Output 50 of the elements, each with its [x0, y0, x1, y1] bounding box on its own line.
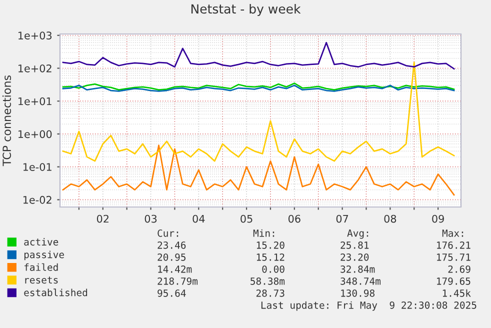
y-tick-label: 1e+02 — [18, 64, 52, 72]
text: 2.69 — [448, 265, 470, 273]
line-series — [62, 42, 455, 70]
text: 15.20 — [256, 241, 284, 249]
text: 176.21 — [437, 241, 470, 249]
legend-label: established — [24, 288, 88, 296]
x-tick-label: 04 — [192, 214, 205, 223]
text: 0.00 — [262, 265, 284, 273]
x-tick-label: 06 — [288, 214, 300, 223]
text: 1.45k — [442, 289, 471, 297]
y-tick-label: 1e+03 — [18, 32, 52, 40]
y-tick-label: 1e-02 — [23, 196, 52, 204]
y-tick-label: 1e+00 — [18, 130, 52, 138]
text: 348.74m — [340, 277, 381, 285]
x-tick-label: 09 — [432, 214, 444, 223]
text: 25.81 — [340, 241, 369, 249]
text: 179.65 — [437, 277, 470, 285]
line-series — [62, 62, 455, 162]
text: 130.98 — [341, 289, 374, 297]
legend-label: active — [24, 238, 58, 246]
x-tick-label: 05 — [240, 214, 252, 223]
text: 20.95 — [158, 253, 186, 261]
x-tick-label: 03 — [144, 214, 157, 223]
y-tick-label: 1e-01 — [23, 163, 52, 171]
text: Avg: — [347, 230, 368, 239]
text: Cur: — [158, 229, 178, 237]
line-series — [62, 144, 455, 196]
x-tick-label: 08 — [384, 214, 396, 223]
text: 14.42m — [158, 265, 192, 273]
text: 23.20 — [340, 253, 369, 261]
x-tick-label: 07 — [336, 214, 348, 223]
text: 23.46 — [158, 241, 186, 249]
legend-label: passive — [24, 250, 64, 260]
legend-label: failed — [24, 263, 58, 271]
text: 15.12 — [256, 253, 284, 261]
text: 32.84m — [340, 265, 375, 273]
text: Min: — [253, 229, 274, 237]
chart-title: Netstat - by week — [191, 4, 301, 16]
text: 58.38m — [250, 277, 285, 285]
text: Last update: Fri May 9 22:30:08 2025 — [261, 301, 476, 311]
text: 28.73 — [256, 289, 284, 297]
text: 175.71 — [437, 254, 470, 261]
text: Max: — [442, 230, 464, 237]
line-series — [62, 82, 455, 91]
text: 95.64 — [158, 289, 186, 297]
text: 218.79m — [158, 277, 198, 285]
legend-label: resets — [25, 276, 58, 284]
y-axis-title: TCP connections — [2, 75, 12, 166]
x-tick-label: 02 — [96, 214, 108, 223]
y-tick-label: 1e+01 — [18, 97, 52, 106]
